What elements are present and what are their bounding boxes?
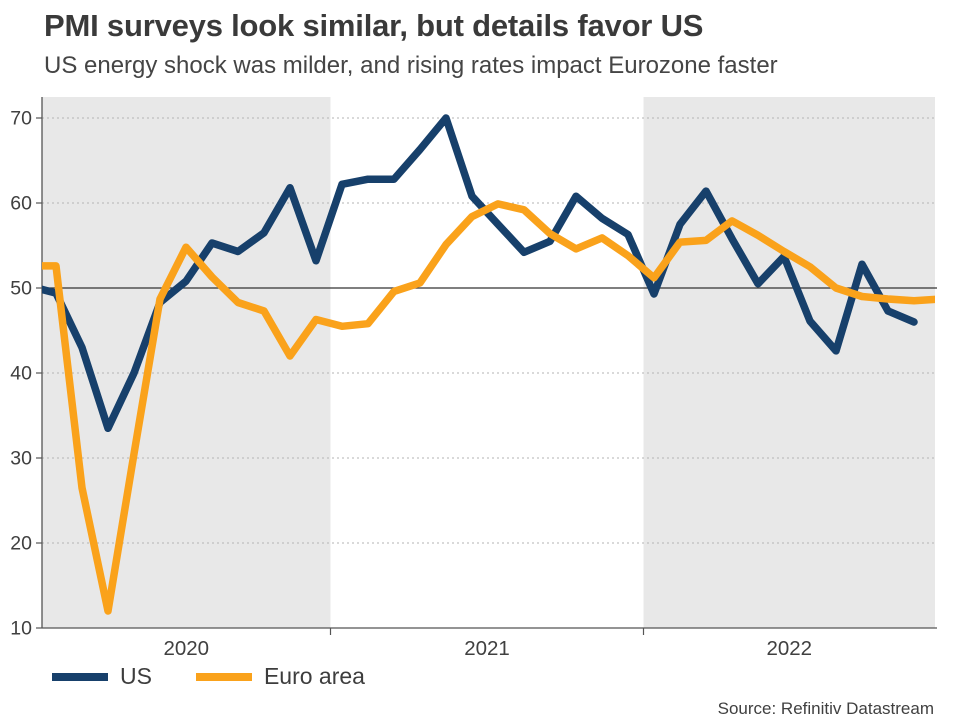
chart-subtitle: US energy shock was milder, and rising r… [44, 52, 778, 79]
year-band-2022 [643, 97, 935, 628]
y-tick-label-20: 20 [10, 533, 32, 555]
us-line-swatch [52, 672, 108, 681]
us-legend-label: US [120, 663, 152, 689]
euro-area-legend-label: Euro area [263, 663, 365, 689]
x-tick-label-2020: 2020 [163, 637, 209, 660]
source-credit: Source: Refinitiv Datastream [717, 699, 934, 718]
y-tick-label-40: 40 [10, 363, 32, 385]
y-tick-label-30: 30 [10, 448, 32, 470]
chart-title: PMI surveys look similar, but details fa… [44, 8, 704, 43]
y-tick-label-10: 10 [10, 618, 32, 640]
x-tick-label-2021: 2021 [464, 637, 510, 660]
euro-area-line [42, 200, 935, 615]
legend: US Euro area [52, 663, 409, 690]
y-tick-label-70: 70 [10, 108, 32, 130]
x-tick-label-2022: 2022 [766, 637, 812, 660]
y-tick-label-50: 50 [10, 278, 32, 300]
legend-item-euro-area: Euro area [195, 663, 365, 690]
euro-area-line-swatch [195, 672, 252, 681]
us-line [42, 114, 918, 433]
y-tick-label-60: 60 [10, 193, 32, 215]
legend-item-us: US [52, 663, 152, 690]
